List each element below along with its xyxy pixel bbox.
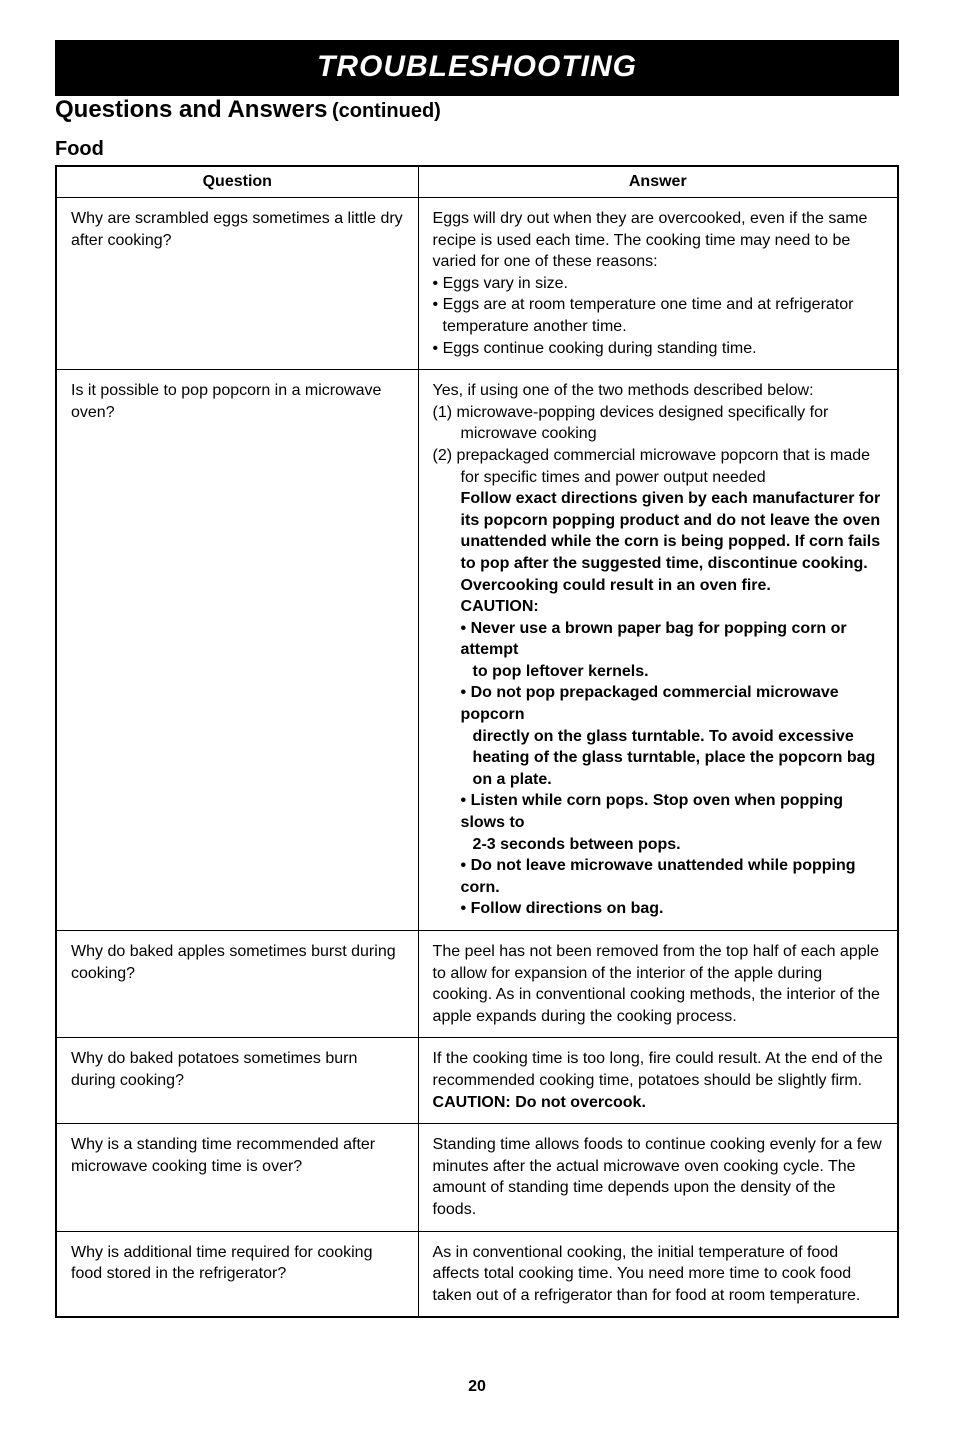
qa-table: Question Answer Why are scrambled eggs s… [55, 165, 899, 1318]
caution-label: CAUTION: [433, 596, 883, 618]
table-header-row: Question Answer [56, 166, 898, 198]
question-cell: Why do baked apples sometimes burst duri… [56, 931, 418, 1038]
answer-text: If the cooking time is too long, fire co… [433, 1050, 883, 1089]
table-row: Why is additional time required for cook… [56, 1231, 898, 1317]
question-cell: Why are scrambled eggs sometimes a littl… [56, 198, 418, 370]
answer-line: (1) microwave-popping devices designed s… [433, 404, 829, 421]
table-row: Why is a standing time recommended after… [56, 1124, 898, 1231]
section-heading: Questions and Answers (continued) [55, 96, 899, 124]
answer-cell: Standing time allows foods to continue c… [418, 1124, 898, 1231]
caution-bullet: • Do not pop prepackaged commercial micr… [433, 682, 883, 725]
page-number: 20 [55, 1378, 899, 1396]
answer-bold-block: Follow exact directions given by each ma… [433, 488, 883, 596]
table-row: Why are scrambled eggs sometimes a littl… [56, 198, 898, 370]
table-row: Is it possible to pop popcorn in a micro… [56, 370, 898, 931]
answer-cell: Yes, if using one of the two methods des… [418, 370, 898, 931]
caution-bullet: • Follow directions on bag. [433, 898, 883, 920]
answer-bullet-cont: temperature another time. [433, 316, 883, 338]
answer-cell: As in conventional cooking, the initial … [418, 1231, 898, 1317]
question-cell: Why is additional time required for cook… [56, 1231, 418, 1317]
continued-text: (continued) [332, 100, 441, 122]
table-row: Why do baked apples sometimes burst duri… [56, 931, 898, 1038]
caution-text: CAUTION: Do not overcook. [433, 1094, 646, 1111]
caution-bullet-cont: 2-3 seconds between pops. [433, 834, 883, 856]
answer-line: (2) prepackaged commercial microwave pop… [433, 447, 871, 464]
answer-intro: Eggs will dry out when they are overcook… [433, 210, 868, 270]
page-container: TROUBLESHOOTING Questions and Answers (c… [0, 0, 954, 1436]
answer-bullet: • Eggs are at room temperature one time … [433, 296, 854, 313]
caution-bullet: • Listen while corn pops. Stop oven when… [433, 790, 883, 833]
answer-cell: If the cooking time is too long, fire co… [418, 1038, 898, 1124]
question-cell: Why do baked potatoes sometimes burn dur… [56, 1038, 418, 1124]
sub-title: Food [55, 138, 899, 161]
answer-cell: The peel has not been removed from the t… [418, 931, 898, 1038]
question-cell: Why is a standing time recommended after… [56, 1124, 418, 1231]
answer-cell: Eggs will dry out when they are overcook… [418, 198, 898, 370]
caution-bullet-cont: directly on the glass turntable. To avoi… [433, 726, 883, 791]
header-answer: Answer [418, 166, 898, 198]
caution-bullet-cont: to pop leftover kernels. [433, 661, 883, 683]
section-title-text: Questions and Answers [55, 96, 328, 123]
answer-bullet: • Eggs continue cooking during standing … [433, 340, 757, 357]
caution-bullet: • Do not leave microwave unattended whil… [433, 855, 883, 898]
question-cell: Is it possible to pop popcorn in a micro… [56, 370, 418, 931]
caution-bullet: • Never use a brown paper bag for poppin… [433, 618, 883, 661]
answer-line-cont: for specific times and power output need… [433, 467, 883, 489]
answer-line: Yes, if using one of the two methods des… [433, 382, 814, 399]
answer-bullet: • Eggs vary in size. [433, 275, 568, 292]
answer-line-cont: microwave cooking [433, 423, 883, 445]
table-row: Why do baked potatoes sometimes burn dur… [56, 1038, 898, 1124]
header-question: Question [56, 166, 418, 198]
banner-title: TROUBLESHOOTING [55, 40, 899, 96]
